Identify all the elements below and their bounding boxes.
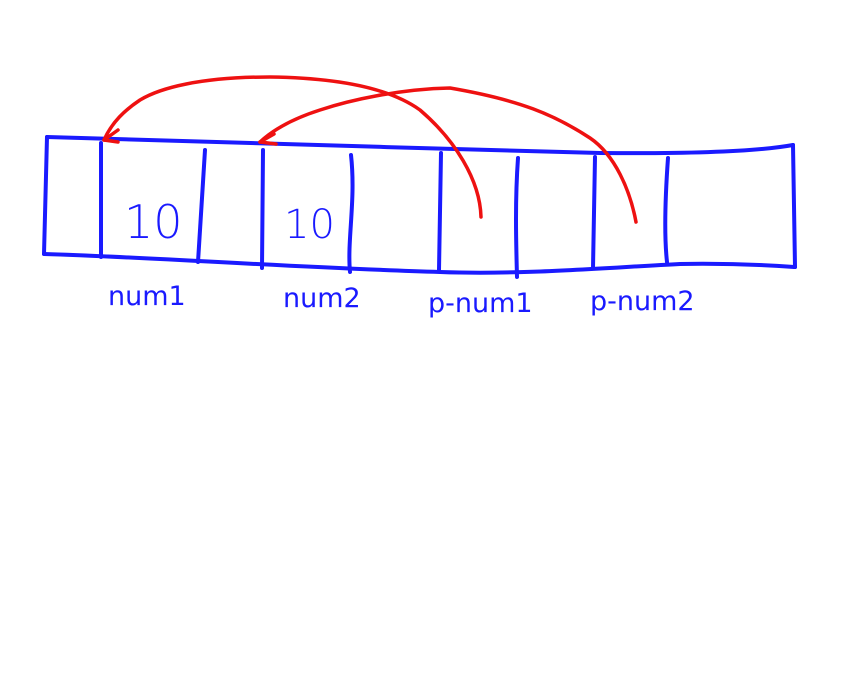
divider [514,156,520,279]
strip-bottom-edge [42,252,797,275]
divider [347,153,355,274]
divider [196,148,207,264]
strip-right-edge [791,143,797,269]
arrowhead [102,128,120,144]
num1-label: num1 [108,281,186,312]
divider [260,148,265,270]
divider [437,151,443,272]
strip-left-edge [42,135,49,256]
cell-dividers [99,141,670,279]
pointer-arrow-p-num1 [102,75,483,219]
p-num2-label: p-num2 [590,286,695,317]
p-num1-label: p-num1 [428,288,533,319]
memory-strip [42,135,797,275]
num2-label: num2 [283,283,361,314]
arrowhead [258,132,278,146]
arrow-curve [102,75,483,219]
num2-value: 10 [284,202,335,248]
arrow-curve [258,86,638,224]
divider [663,156,670,264]
divider [591,155,597,270]
strip-top-edge [45,135,795,156]
pointer-arrow-p-num2 [258,86,638,224]
num1-value: 10 [124,195,183,249]
